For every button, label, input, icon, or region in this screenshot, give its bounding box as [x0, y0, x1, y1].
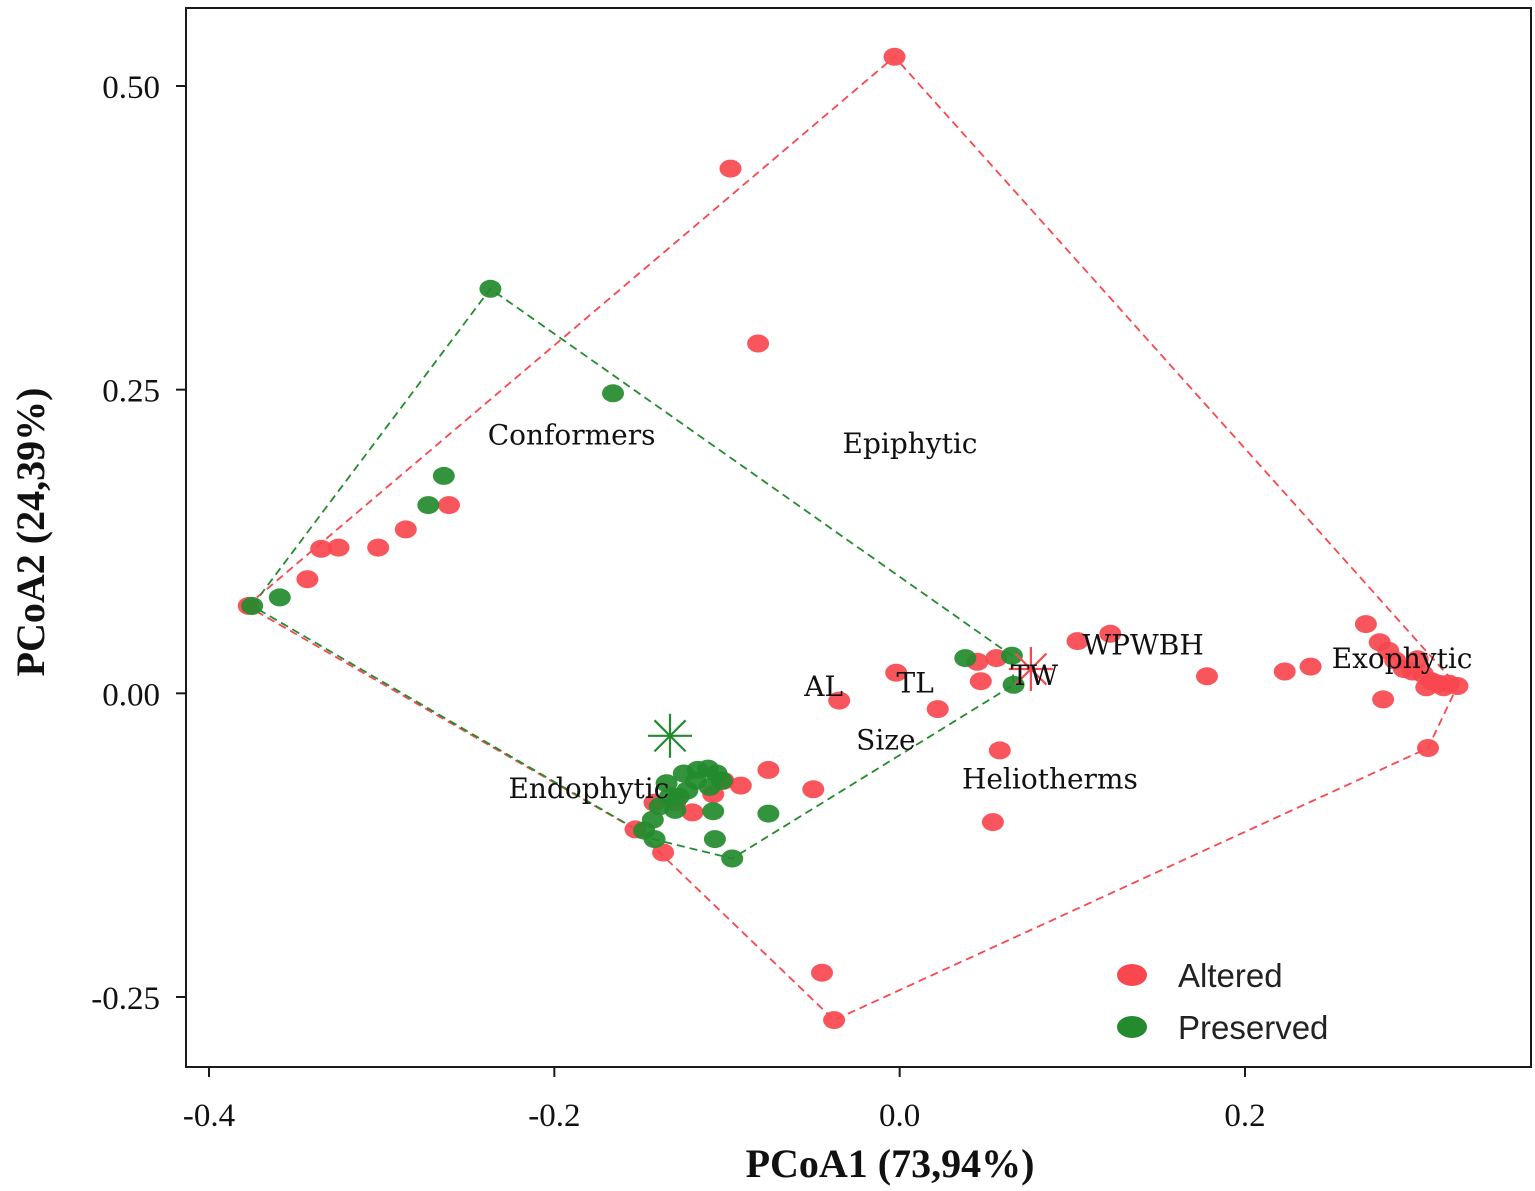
- point-altered-19: [1099, 624, 1122, 643]
- point-altered-35: [1415, 678, 1438, 697]
- point-altered-49: [811, 963, 833, 982]
- point-preserved-9: [655, 774, 678, 793]
- legend-marker-preserved: [1117, 1016, 1147, 1038]
- centroid-altered: [1008, 647, 1053, 691]
- y-tick-label: 0.50: [102, 70, 160, 106]
- point-preserved-0: [241, 596, 264, 615]
- point-altered-7: [719, 159, 742, 178]
- point-altered-4: [367, 538, 390, 557]
- annotation-al: AL: [803, 670, 843, 703]
- annotation-heliotherms: Heliotherms: [962, 762, 1138, 795]
- point-preserved-26: [757, 804, 780, 823]
- annotation-conformers: Conformers: [488, 419, 656, 452]
- hull-altered: [245, 55, 1459, 1022]
- point-altered-1: [296, 570, 319, 589]
- point-preserved-27: [703, 830, 726, 849]
- point-altered-2: [310, 539, 333, 558]
- point-preserved-23: [643, 830, 666, 849]
- legend-label-preserved: Preserved: [1178, 1009, 1328, 1046]
- point-altered-43: [681, 803, 704, 822]
- point-altered-50: [823, 1011, 846, 1030]
- centroid-ray: [653, 719, 687, 753]
- point-altered-36: [1432, 678, 1455, 697]
- point-altered-37: [1372, 690, 1395, 709]
- point-altered-3: [327, 538, 350, 557]
- point-preserved-1: [268, 588, 291, 607]
- x-tick-label: -0.2: [528, 1098, 580, 1134]
- point-altered-22: [1299, 657, 1322, 676]
- point-altered-16: [988, 741, 1011, 760]
- point-altered-39: [757, 760, 780, 779]
- legend-marker-altered: [1117, 964, 1147, 986]
- point-altered-20: [1196, 667, 1218, 686]
- hulls-layer: [245, 55, 1459, 1022]
- legend-label-altered: Altered: [1178, 957, 1283, 994]
- point-preserved-3: [602, 384, 624, 403]
- point-altered-14: [969, 672, 992, 691]
- annotation-epiphytic: Epiphytic: [843, 427, 978, 460]
- point-altered-23: [1354, 615, 1377, 634]
- point-altered-38: [1417, 739, 1439, 757]
- point-preserved-2: [479, 279, 502, 298]
- point-preserved-7: [1000, 646, 1023, 665]
- point-altered-21: [1273, 662, 1296, 681]
- point-altered-10: [828, 691, 851, 710]
- legend: Altered Preserved: [1117, 957, 1328, 1046]
- point-altered-8: [883, 47, 906, 66]
- annotation-endophytic: Endophytic: [508, 772, 669, 805]
- x-tick-label: 0.0: [879, 1098, 920, 1134]
- annotation-exophytic: Exophytic: [1332, 642, 1473, 675]
- point-preserved-24: [664, 800, 687, 819]
- x-tick-label: -0.4: [183, 1098, 235, 1134]
- y-tick-label: 0.25: [102, 374, 160, 410]
- point-altered-40: [729, 776, 752, 795]
- point-altered-29: [1406, 650, 1429, 669]
- point-altered-11: [885, 663, 908, 682]
- centroids-layer: [648, 647, 1053, 758]
- point-altered-9: [747, 334, 770, 353]
- point-preserved-6: [954, 649, 977, 668]
- point-altered-18: [1066, 632, 1089, 651]
- point-preserved-28: [721, 849, 744, 868]
- point-altered-6: [438, 496, 460, 515]
- y-tick-label: 0.00: [102, 677, 160, 713]
- x-tick-label: 0.2: [1224, 1098, 1265, 1134]
- point-preserved-25: [702, 802, 725, 821]
- point-altered-12: [926, 700, 949, 719]
- point-altered-5: [394, 520, 417, 539]
- annotations-layer: Conformers Epiphytic AL TL TW WPWBH Exophytic S…: [488, 419, 1473, 805]
- point-altered-47: [652, 843, 675, 862]
- points-layer: [237, 47, 1469, 1030]
- annotation-size: Size: [856, 724, 915, 757]
- point-preserved-4: [432, 466, 455, 485]
- x-axis-title: PCoA1 (73,94%): [746, 1141, 1035, 1186]
- y-axis-title: PCoA2 (24,39%): [8, 388, 53, 677]
- centroid-ray: [1014, 652, 1048, 686]
- annotation-wpwbh: WPWBH: [1082, 629, 1203, 662]
- point-altered-17: [981, 813, 1004, 832]
- centroid-preserved: [648, 713, 692, 758]
- point-altered-48: [802, 780, 825, 799]
- annotation-tw: TW: [1011, 659, 1059, 692]
- plot-frame: [185, 7, 1532, 1068]
- annotation-tl: TL: [897, 666, 934, 699]
- ticks-layer: -0.4 -0.2 0.0 0.2 -0.25 0.00 0.25 0.50: [91, 70, 1265, 1134]
- point-preserved-5: [417, 496, 440, 515]
- y-tick-label: -0.25: [91, 981, 160, 1017]
